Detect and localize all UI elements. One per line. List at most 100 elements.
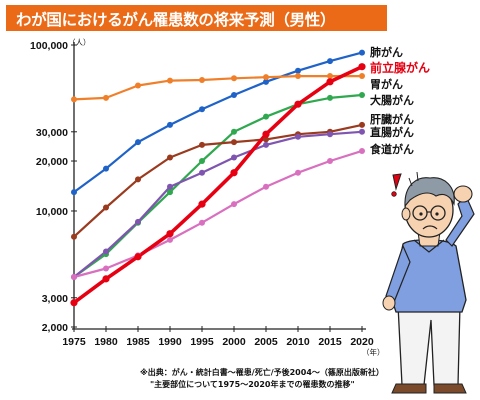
- data-point: [263, 113, 269, 120]
- y-tick-label: 100,000: [30, 40, 68, 52]
- data-point: [295, 67, 301, 74]
- y-unit-label: （人）: [68, 38, 91, 47]
- series-lines: [72, 51, 364, 305]
- data-point: [231, 139, 237, 146]
- data-point: [358, 63, 366, 71]
- series-line: [72, 93, 364, 279]
- data-point: [71, 233, 77, 240]
- series-label: 大腸がん: [370, 93, 414, 107]
- series-label: 肺がん: [370, 45, 403, 59]
- data-point: [231, 75, 237, 82]
- data-point: [295, 169, 301, 176]
- x-tick-label: 2000: [222, 336, 246, 348]
- y-tick-label: 3,000: [42, 293, 68, 305]
- series-line: [72, 123, 364, 238]
- data-point: [103, 248, 109, 255]
- data-point: [135, 82, 141, 89]
- series-label: 食道がん: [370, 142, 414, 156]
- data-point: [135, 176, 141, 183]
- data-point: [263, 141, 269, 148]
- x-tick-label: 1995: [190, 336, 214, 348]
- x-tick-label: 2015: [318, 336, 342, 348]
- data-point: [71, 274, 77, 281]
- data-point: [167, 154, 173, 161]
- y-tick-label: 10,000: [36, 206, 68, 218]
- data-point: [134, 253, 142, 261]
- data-point: [231, 91, 237, 98]
- data-point: [359, 49, 365, 56]
- data-point: [103, 204, 109, 211]
- x-tick-label: 1980: [94, 336, 118, 348]
- source-line-1: ※出典：がん・統計白書～罹患/死亡/予後2004～（篠原出版新社）: [140, 367, 384, 377]
- data-point: [166, 230, 174, 238]
- data-point: [199, 219, 205, 226]
- data-point: [167, 121, 173, 128]
- data-point: [167, 183, 173, 190]
- data-point: [262, 130, 270, 138]
- data-point: [327, 131, 333, 138]
- y-tick-label: 30,000: [36, 127, 68, 139]
- data-point: [327, 158, 333, 165]
- data-point: [294, 100, 302, 108]
- data-point: [359, 128, 365, 135]
- hand-right: [453, 185, 473, 203]
- x-tick-label: 2010: [286, 336, 310, 348]
- x-tick-label: 2020: [350, 336, 374, 348]
- data-point: [326, 78, 334, 86]
- data-point: [231, 154, 237, 161]
- series-line: [72, 51, 364, 194]
- data-point: [103, 165, 109, 172]
- series-label: 前立腺がん: [370, 60, 430, 75]
- data-point: [199, 106, 205, 113]
- data-point: [135, 139, 141, 146]
- series-label: 直腸がん: [370, 125, 414, 139]
- data-point: [327, 94, 333, 101]
- worried-man-illustration: [382, 171, 475, 394]
- data-point: [263, 136, 269, 143]
- series-line: [72, 149, 364, 279]
- x-tick-label: 1975: [62, 336, 86, 348]
- x-tick-label: 1990: [158, 336, 182, 348]
- trousers: [397, 304, 461, 386]
- chart-title: わが国におけるがん罹患数の将来予測（男性）: [16, 11, 336, 29]
- x-tick-label: 2005: [254, 336, 278, 348]
- y-tick-label: 2,000: [42, 322, 68, 334]
- data-point: [135, 218, 141, 225]
- data-point: [263, 183, 269, 190]
- data-point: [230, 169, 238, 177]
- data-point: [199, 169, 205, 176]
- data-point: [231, 128, 237, 135]
- data-point: [70, 299, 78, 307]
- source-line-2: "主要部位について1975～2020年までの罹患数の推移": [150, 379, 355, 389]
- data-point: [198, 200, 206, 208]
- data-point: [167, 77, 173, 84]
- series-label: 肝臓がん: [370, 112, 414, 126]
- data-point: [263, 74, 269, 81]
- data-point: [359, 91, 365, 98]
- x-unit-label: （年）: [362, 347, 385, 357]
- series-label: 胃がん: [370, 77, 403, 91]
- data-point: [199, 141, 205, 148]
- data-point: [359, 121, 365, 128]
- series-markers: [70, 49, 366, 307]
- shoe-left: [391, 383, 427, 394]
- data-point: [327, 58, 333, 65]
- series-line: [72, 64, 364, 305]
- glasses: [412, 205, 428, 221]
- data-point: [327, 73, 333, 80]
- data-point: [231, 201, 237, 208]
- data-point: [102, 275, 110, 283]
- data-point: [103, 265, 109, 272]
- data-point: [359, 73, 365, 80]
- series-line: [72, 74, 364, 101]
- data-point: [359, 147, 365, 154]
- data-point: [103, 94, 109, 101]
- exclamation-icon: [392, 173, 402, 191]
- data-point: [199, 158, 205, 165]
- data-point: [295, 73, 301, 80]
- data-point: [167, 236, 173, 243]
- data-point: [71, 96, 77, 103]
- chart-axes: 2,000 3,000 10,000 20,000 30,000 100,000 1975 1…: [30, 40, 374, 348]
